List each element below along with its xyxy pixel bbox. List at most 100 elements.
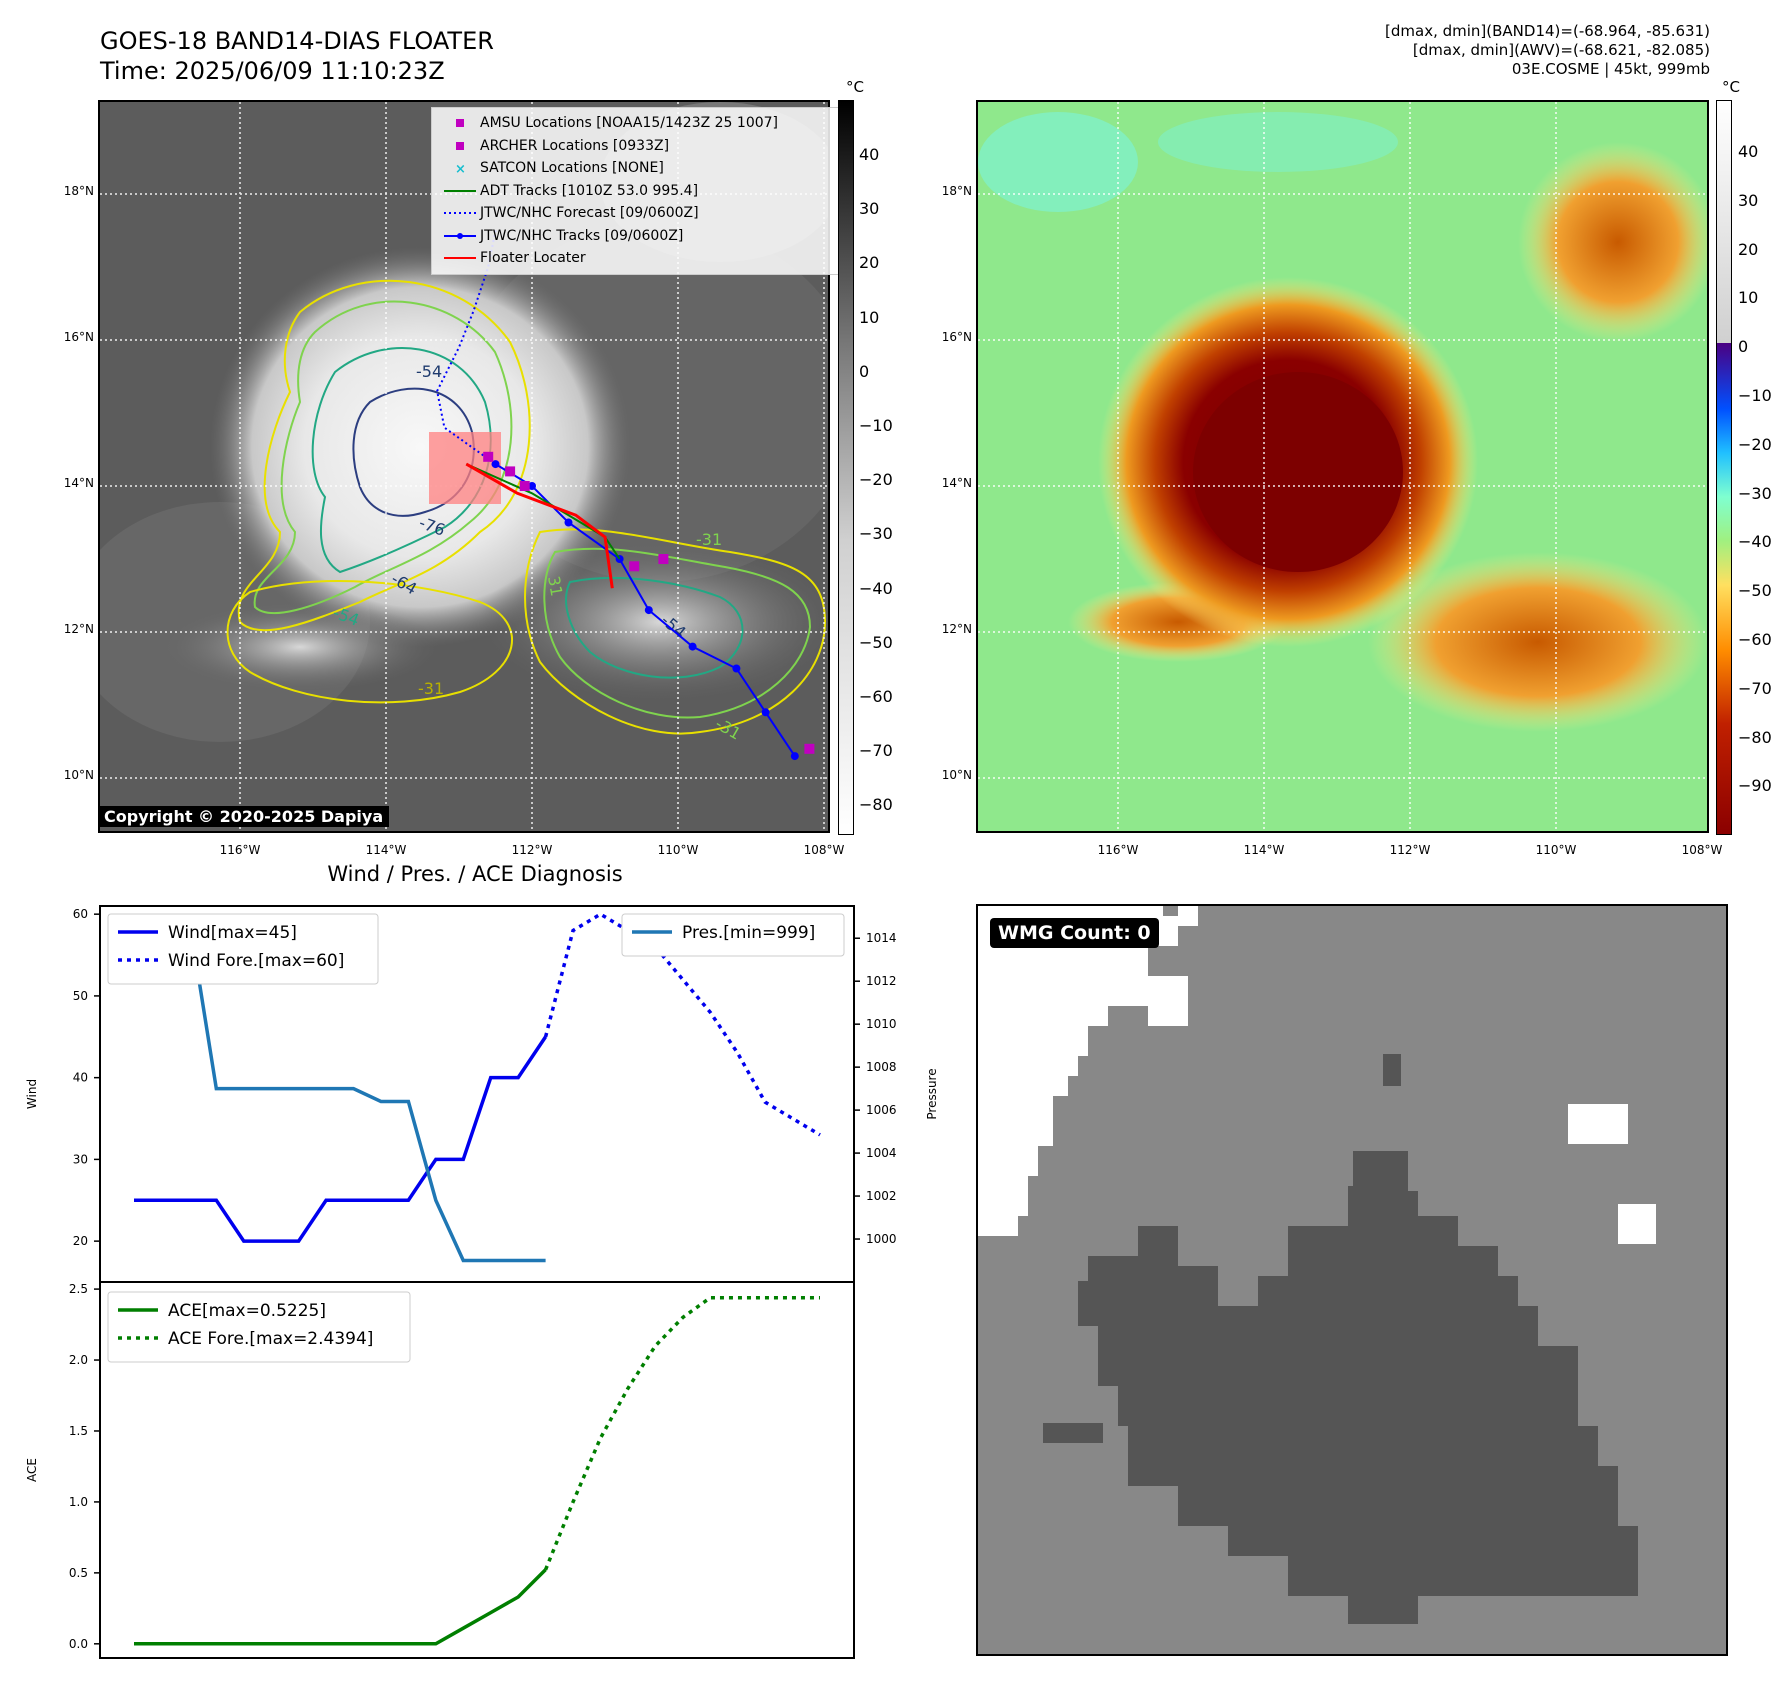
colorbar-tick-label: −20: [859, 470, 893, 490]
colorbar-tick-label: 10: [1738, 288, 1759, 308]
lon-tick-label: 108°W: [1681, 843, 1723, 857]
floater-track: [465, 462, 614, 589]
legend-square: [456, 141, 464, 150]
axes-frame: [99, 1281, 855, 1659]
colorbar-tick-label: −20: [1738, 434, 1772, 454]
contour-yellow-band: [524, 528, 827, 735]
legend-row: ADT Tracks [1010Z 53.0 995.4]: [440, 180, 834, 203]
lon-tick-label: 108°W: [803, 843, 845, 857]
amsu-marker: [658, 554, 669, 564]
info-line-1: [dmax, dmin](BAND14)=(-68.964, -85.631): [1385, 22, 1710, 40]
track-point: [491, 460, 500, 469]
y-tick-label: 1.0: [69, 1495, 88, 1509]
lat-tick-label: 14°N: [63, 476, 94, 490]
rain-band: [160, 602, 440, 692]
colorbar-tick-label: −70: [1738, 678, 1772, 698]
storm-eye-region: [1193, 372, 1403, 572]
series-line: [134, 1035, 548, 1243]
y-tick-label: 40: [73, 1071, 88, 1085]
legend-row: AMSU Locations [NOAA15/1423Z 25 1007]: [440, 112, 834, 135]
colorbar-tick-label: −80: [1738, 727, 1772, 747]
enhanced-texture: [1368, 552, 1707, 732]
y-right-tick-label: 1006: [866, 1103, 897, 1117]
contour-navy: [352, 387, 475, 517]
ir-map-svg: -54 -76 -64 -54 -31 -31 31 -54 -31: [100, 102, 828, 831]
legend-key-cyan-x: ×: [440, 162, 480, 174]
colorbar-tick-label: −30: [1738, 483, 1772, 503]
gray-colorbar-unit: °C: [846, 78, 864, 96]
enhanced-map-panel: [976, 100, 1709, 833]
legend-key-svg: ×: [455, 162, 466, 174]
lat-tick-label: 16°N: [63, 330, 94, 344]
legend-x: ×: [455, 162, 466, 174]
legend-row: Floater Locater: [440, 247, 834, 270]
map-legend: AMSU Locations [NOAA15/1423Z 25 1007] ARC…: [431, 107, 843, 275]
enhanced-map-svg: [978, 102, 1707, 831]
info-line-2: [dmax, dmin](AWV)=(-68.621, -82.085): [1412, 41, 1710, 59]
lon-tick-label: 114°W: [1243, 843, 1285, 857]
colorbar-tick-label: −60: [859, 687, 893, 706]
legend-key-dotted-line: [440, 207, 480, 219]
legend-key-svg: [444, 189, 476, 192]
track-point: [528, 482, 536, 490]
amsu-marker: [804, 743, 815, 754]
legend-key-svg: [444, 257, 476, 260]
copyright-label: Copyright © 2020-2025 Dapiya: [98, 806, 390, 827]
contour-label: -31: [418, 679, 444, 698]
colorbar-tick-label: 30: [1738, 190, 1759, 210]
legend-square: [456, 119, 464, 128]
chart-legend-label: ACE Fore.[max=2.4394]: [168, 1329, 373, 1349]
y-tick-label: 2.5: [69, 1282, 88, 1296]
floater-box: [429, 432, 501, 504]
legend-row: × SATCON Locations [NONE]: [440, 157, 834, 180]
legend-key-svg: [456, 141, 464, 150]
colorbar-tick-label: −10: [1738, 386, 1772, 405]
wmg-svg: [978, 906, 1726, 1654]
y-right-tick-label: 1000: [866, 1232, 897, 1246]
enhanced-texture: [978, 112, 1138, 212]
gray-colorbar: [838, 100, 854, 835]
series-line: [134, 1568, 547, 1646]
ace-chart: 0.0 0.5 1.0 1.5 2.0 2.5 ACE ACE[max=0.5225] ACE …: [25, 1281, 855, 1659]
legend-label: JTWC/NHC Tracks [09/0600Z]: [480, 227, 684, 244]
y-tick-label: 20: [73, 1234, 88, 1248]
series-line: [543, 912, 821, 1137]
contour-teal-band: [565, 577, 744, 679]
ir-map-panel: -54 -76 -64 -54 -31 -31 31 -54 -31: [98, 100, 830, 833]
lon-tick-label: 114°W: [365, 843, 407, 857]
track-point: [688, 642, 697, 651]
contour-green: [253, 300, 513, 615]
colorbar-tick-label: 10: [859, 307, 880, 327]
lon-tick-label: 116°W: [1097, 843, 1139, 857]
chart-legend-label: Wind Fore.[max=60]: [168, 951, 344, 971]
colorbar-tick-label: 30: [859, 199, 880, 219]
lat-tick-label: 12°N: [941, 622, 972, 636]
chart-legend-box: [621, 913, 845, 957]
legend-key-svg: [456, 119, 464, 128]
diagnosis-chart: 20 30 40 50 60 Wind 1000 1002 1004 1006 1008 1010 10…: [25, 905, 939, 1659]
y-tick-label: 0.0: [69, 1637, 88, 1651]
cloud-shield: [210, 247, 630, 647]
wmg-panel: [976, 904, 1728, 1656]
y-right-axis-label: Pressure: [925, 1068, 939, 1119]
wmg-dark-patch: [1383, 1054, 1401, 1086]
info-line-3: 03E.COSME | 45kt, 999mb: [1511, 60, 1710, 78]
amsu-marker: [505, 466, 516, 477]
color-colorbar: [1716, 100, 1732, 835]
track-overlay: [436, 230, 815, 761]
colorbar-tick-label: −80: [859, 795, 893, 815]
rain-band: [480, 542, 828, 702]
wmg-white-top: [1178, 906, 1198, 926]
colorbar-tick-label: −40: [859, 578, 893, 598]
legend-label: ADT Tracks [1010Z 53.0 995.4]: [480, 182, 699, 199]
enhanced-gridlines: [978, 102, 1707, 831]
legend-row: ARCHER Locations [0933Z]: [440, 135, 834, 158]
wmg-white-region: [978, 906, 1188, 1236]
lat-tick-label: 18°N: [63, 184, 94, 198]
contour-label: -54: [416, 362, 442, 381]
legend-row: JTWC/NHC Tracks [09/0600Z]: [440, 225, 834, 248]
legend-label: JTWC/NHC Forecast [09/0600Z]: [480, 205, 699, 222]
contour-label: 31: [544, 574, 566, 597]
legend-label: ARCHER Locations [0933Z]: [480, 137, 670, 154]
track-point: [644, 606, 653, 615]
